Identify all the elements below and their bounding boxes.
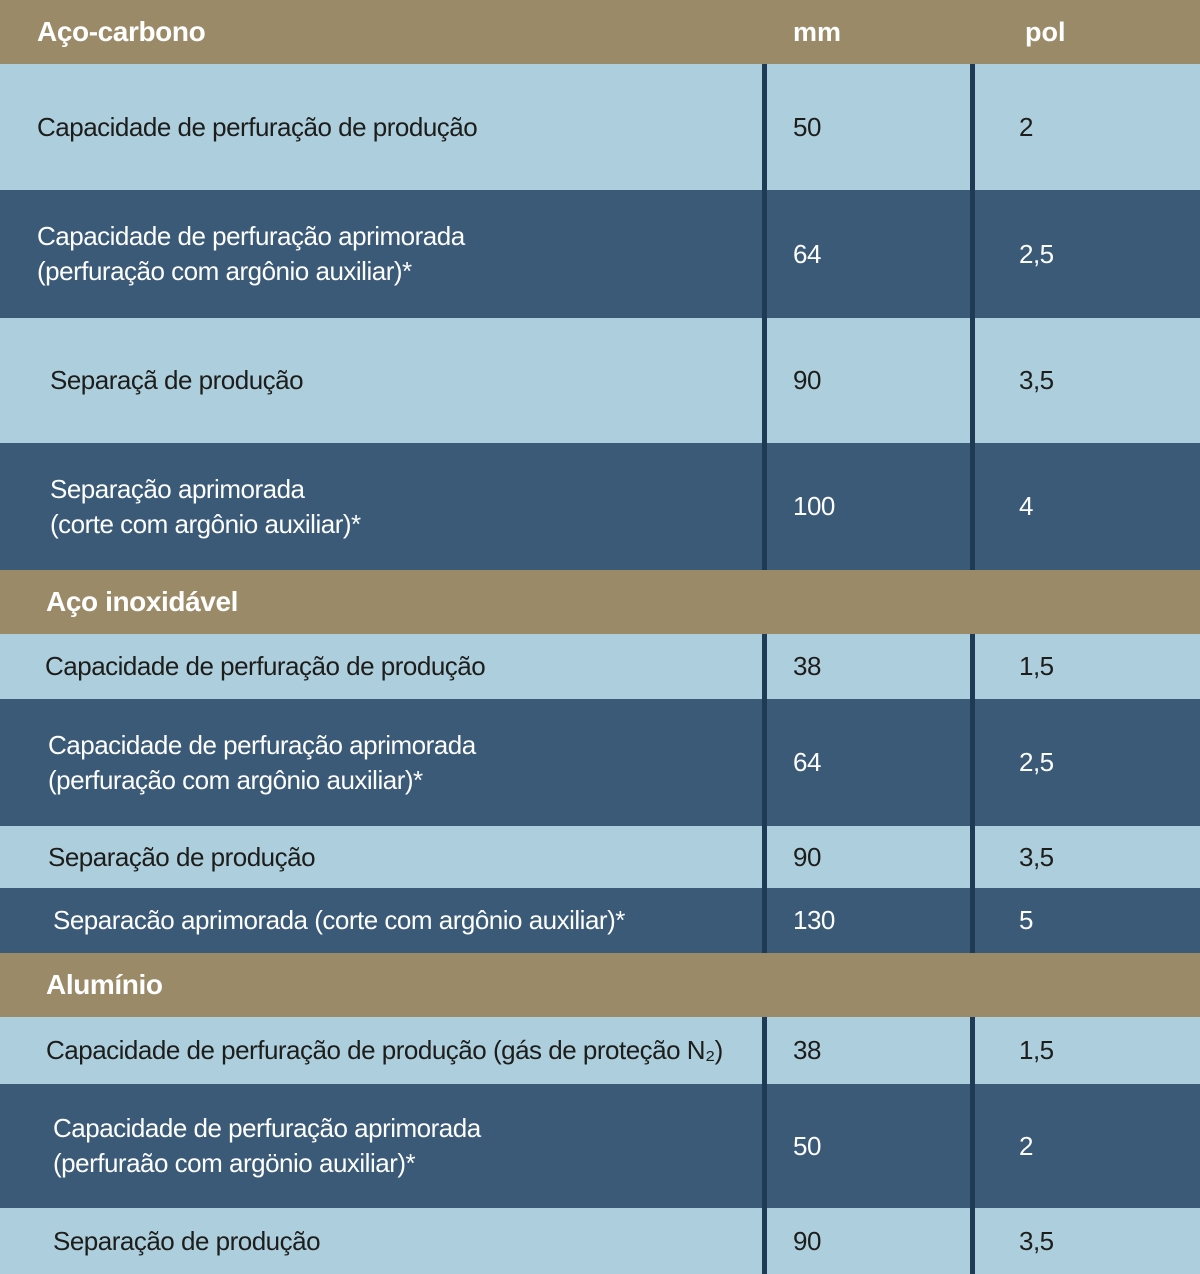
pol-value: 2 — [970, 1084, 1200, 1208]
pol-value: 3,5 — [970, 318, 1200, 443]
row-label: Capacidade de perfuração de produção (gá… — [46, 1035, 723, 1065]
table-row: Separação de produção 90 3,5 — [0, 826, 1200, 888]
mm-value: 64 — [762, 699, 970, 826]
column-header-pol: pol — [1025, 16, 1066, 47]
pol-value: 1,5 — [970, 634, 1200, 699]
mm-value: 90 — [762, 826, 970, 888]
table-row: Capacidade de perfuração aprimorada (per… — [0, 1084, 1200, 1208]
table-row: Capacidade de perfuração de produção 38 … — [0, 634, 1200, 699]
pol-value: 2 — [970, 64, 1200, 190]
row-label: Capacidade de perfuração aprimorada (per… — [53, 1113, 481, 1178]
row-label: Capacidade de perfuração de produção — [45, 651, 486, 681]
section-header-aco-inoxidavel: Aço inoxidável — [0, 570, 1200, 634]
row-label: Separacão aprimorada (corte com argônio … — [53, 905, 625, 935]
pol-value: 3,5 — [970, 1208, 1200, 1274]
table-row: Separaçã de produção 90 3,5 — [0, 318, 1200, 443]
table-row: Capacidade de perfuração aprimorada (per… — [0, 699, 1200, 826]
mm-value: 38 — [762, 634, 970, 699]
pol-value: 5 — [970, 888, 1200, 953]
table-row: Capacidade de perfuração de produção 50 … — [0, 64, 1200, 190]
pol-value: 1,5 — [970, 1017, 1200, 1084]
pol-value: 4 — [970, 443, 1200, 570]
table-row: Capacidade de perfuração de produção (gá… — [0, 1017, 1200, 1084]
table-row: Separação de produção 90 3,5 — [0, 1208, 1200, 1274]
section-title: Alumínio — [46, 969, 163, 1000]
mm-value: 64 — [762, 190, 970, 318]
mm-value: 90 — [762, 318, 970, 443]
row-label: Separaçã de produção — [50, 365, 304, 395]
table-row: Capacidade de perfuração aprimorada (per… — [0, 190, 1200, 318]
section-title: Aço-carbono — [37, 16, 206, 47]
pol-value: 2,5 — [970, 699, 1200, 826]
table-row: Separacão aprimorada (corte com argônio … — [0, 888, 1200, 953]
row-label: Separação de produção — [53, 1225, 321, 1256]
mm-value: 130 — [762, 888, 970, 953]
row-label: Capacidade de perfuração de produção — [37, 111, 478, 142]
section-header-aluminio: Alumínio — [0, 953, 1200, 1017]
mm-value: 50 — [762, 1084, 970, 1208]
mm-value: 100 — [762, 443, 970, 570]
mm-value: 50 — [762, 64, 970, 190]
mm-value: 90 — [762, 1208, 970, 1274]
section-title: Aço inoxidável — [46, 586, 239, 617]
pol-value: 2,5 — [970, 190, 1200, 318]
row-label: Separação aprimorada (corte com argônio … — [50, 473, 361, 539]
mm-value: 38 — [762, 1017, 970, 1084]
section-header-aco-carbono: Aço-carbono mm pol — [0, 0, 1200, 64]
table-row: Separação aprimorada (corte com argônio … — [0, 443, 1200, 570]
row-label: Capacidade de perfuração aprimorada (per… — [37, 221, 465, 286]
row-label: Capacidade de perfuração aprimorada (per… — [48, 729, 476, 795]
column-header-mm: mm — [793, 16, 842, 47]
row-label: Separação de produção — [48, 841, 316, 872]
pol-value: 3,5 — [970, 826, 1200, 888]
